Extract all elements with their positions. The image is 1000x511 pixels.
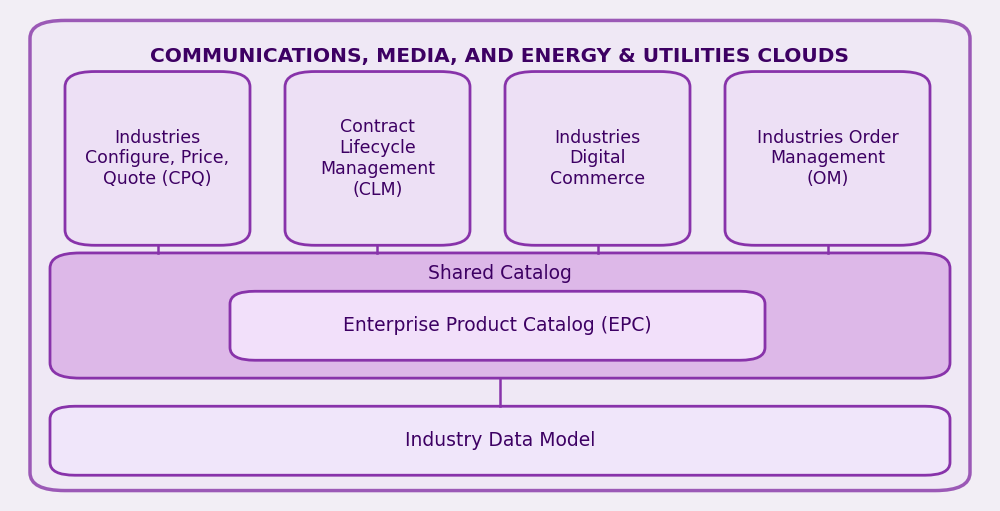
FancyBboxPatch shape <box>505 72 690 245</box>
FancyBboxPatch shape <box>30 20 970 491</box>
Text: Industries
Configure, Price,
Quote (CPQ): Industries Configure, Price, Quote (CPQ) <box>85 129 230 188</box>
FancyBboxPatch shape <box>230 291 765 360</box>
FancyBboxPatch shape <box>725 72 930 245</box>
Text: COMMUNICATIONS, MEDIA, AND ENERGY & UTILITIES CLOUDS: COMMUNICATIONS, MEDIA, AND ENERGY & UTIL… <box>150 47 850 66</box>
FancyBboxPatch shape <box>285 72 470 245</box>
FancyBboxPatch shape <box>65 72 250 245</box>
FancyBboxPatch shape <box>50 253 950 378</box>
Text: Industries
Digital
Commerce: Industries Digital Commerce <box>550 129 645 188</box>
Text: Contract
Lifecycle
Management
(CLM): Contract Lifecycle Management (CLM) <box>320 118 435 199</box>
FancyBboxPatch shape <box>50 406 950 475</box>
Text: Industries Order
Management
(OM): Industries Order Management (OM) <box>757 129 898 188</box>
Text: Enterprise Product Catalog (EPC): Enterprise Product Catalog (EPC) <box>343 316 652 335</box>
Text: Shared Catalog: Shared Catalog <box>428 264 572 283</box>
Text: Industry Data Model: Industry Data Model <box>405 431 595 450</box>
